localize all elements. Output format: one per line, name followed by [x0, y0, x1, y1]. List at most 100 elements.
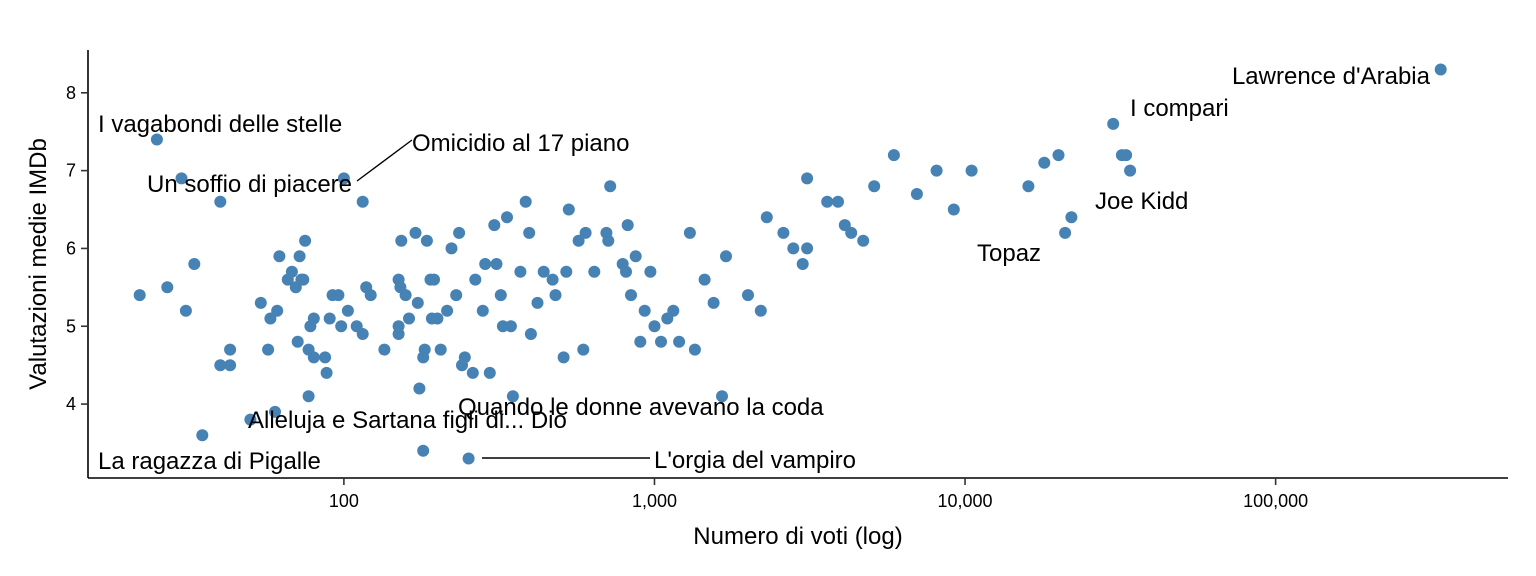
data-point — [307, 351, 320, 364]
data-point — [302, 390, 315, 403]
annotation-label: Un soffio di piacere — [147, 171, 352, 198]
x-tick-label: 100 — [329, 491, 359, 511]
data-point — [688, 343, 701, 356]
data-point — [392, 328, 405, 340]
data-point — [796, 258, 809, 270]
data-point — [453, 226, 466, 239]
data-point — [332, 289, 345, 302]
data-point — [602, 234, 615, 247]
data-point — [403, 312, 415, 325]
data-point — [434, 343, 447, 356]
data-point — [150, 133, 163, 146]
data-point — [175, 172, 188, 185]
data-point — [629, 250, 642, 263]
annotation-label: I compari — [1130, 95, 1229, 122]
data-point — [441, 304, 454, 317]
y-tick-label: 8 — [66, 83, 76, 103]
data-point — [634, 335, 647, 348]
y-tick-label: 6 — [66, 238, 76, 258]
data-point — [572, 234, 585, 247]
data-point — [462, 452, 475, 465]
annotation-label: L'orgia del vampiro — [654, 447, 856, 474]
data-point — [420, 234, 433, 247]
data-point — [648, 320, 661, 333]
data-point — [546, 273, 559, 286]
data-point — [479, 258, 492, 270]
data-point — [698, 273, 711, 286]
data-point — [356, 328, 369, 340]
data-point — [411, 296, 424, 309]
data-point — [291, 335, 304, 348]
y-axis-title: Valutazioni medie IMDb — [25, 138, 52, 390]
data-point — [857, 234, 870, 247]
x-axis-ticks: 100 1,000 10,000 100,000 — [329, 478, 1308, 511]
data-point — [519, 195, 532, 208]
y-axis-ticks: 4 5 6 7 8 — [66, 83, 88, 414]
data-point — [638, 304, 651, 317]
data-point — [625, 289, 637, 302]
data-point — [469, 273, 482, 286]
data-point — [537, 265, 550, 278]
data-point — [431, 312, 444, 325]
data-point — [777, 226, 790, 239]
data-point — [947, 203, 960, 216]
annotation-label: Topaz — [977, 240, 1041, 267]
data-point — [514, 265, 527, 278]
data-point — [476, 304, 489, 317]
data-point — [293, 250, 306, 263]
data-point — [395, 234, 408, 247]
data-point — [488, 219, 501, 232]
data-point — [801, 172, 814, 185]
data-point — [1052, 149, 1065, 162]
data-point — [364, 289, 377, 302]
data-point — [1434, 63, 1447, 76]
data-point — [523, 226, 536, 239]
data-point — [214, 195, 227, 208]
data-point — [262, 343, 275, 356]
data-point — [557, 351, 570, 364]
data-point — [1107, 117, 1120, 130]
data-point — [832, 195, 844, 208]
data-point — [821, 195, 834, 208]
data-point — [1038, 156, 1051, 169]
data-point — [490, 258, 503, 270]
annotation-label: La ragazza di Pigalle — [98, 448, 321, 475]
data-point — [604, 180, 617, 193]
data-point — [161, 281, 174, 294]
data-point — [224, 359, 237, 372]
y-tick-label: 5 — [66, 316, 76, 336]
data-point — [224, 343, 237, 356]
annotation-label: Quando le donne avevano la coda — [458, 394, 824, 421]
data-point — [506, 390, 519, 403]
annotation-label: Lawrence d'Arabia — [1232, 63, 1431, 90]
data-point — [483, 366, 496, 379]
data-point — [458, 351, 471, 364]
data-point — [742, 289, 754, 302]
annotation-leaders — [356, 139, 650, 459]
data-point — [524, 328, 537, 340]
data-point — [655, 335, 667, 348]
data-point — [196, 429, 209, 442]
data-point — [1059, 226, 1072, 239]
data-point — [1065, 211, 1078, 224]
data-point — [214, 359, 227, 372]
points-layer — [133, 63, 1447, 465]
annotation-label: Omicidio al 17 piano — [412, 130, 629, 157]
data-point — [965, 164, 978, 177]
data-point — [417, 444, 430, 457]
data-point — [910, 188, 923, 200]
annotation-label: Alleluja e Sartana figli di... Dio — [248, 407, 567, 434]
data-point — [868, 180, 881, 193]
data-point — [297, 273, 310, 286]
data-point — [620, 265, 632, 278]
data-point — [673, 335, 686, 348]
data-point — [466, 366, 479, 379]
data-point — [494, 289, 507, 302]
x-tick-label: 10,000 — [938, 491, 993, 511]
data-point — [273, 250, 286, 263]
data-point — [504, 320, 517, 333]
x-tick-label: 100,000 — [1243, 491, 1308, 511]
data-point — [845, 226, 858, 239]
